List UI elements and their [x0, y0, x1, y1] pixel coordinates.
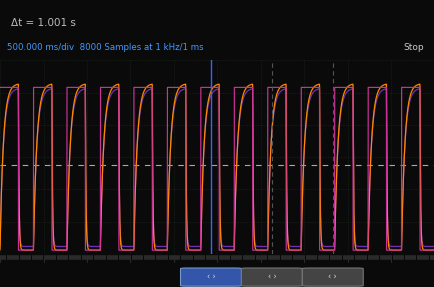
Text: Stop: Stop	[403, 43, 423, 52]
Text: ‹ ›: ‹ ›	[206, 272, 215, 281]
FancyBboxPatch shape	[180, 268, 241, 286]
Text: ‹ ›: ‹ ›	[267, 272, 276, 281]
FancyBboxPatch shape	[302, 268, 362, 286]
Text: ‹ ›: ‹ ›	[328, 272, 336, 281]
Text: 500.000 ms/div  8000 Samples at 1 kHz/1 ms: 500.000 ms/div 8000 Samples at 1 kHz/1 m…	[7, 43, 203, 52]
Text: Δt = 1.001 s: Δt = 1.001 s	[11, 18, 76, 28]
FancyBboxPatch shape	[241, 268, 302, 286]
